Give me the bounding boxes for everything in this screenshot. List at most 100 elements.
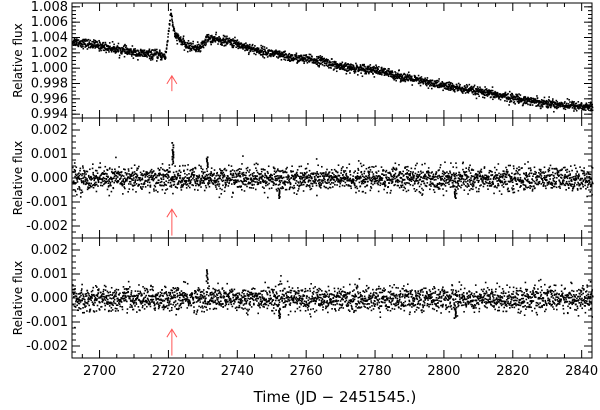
data-point	[525, 98, 527, 100]
data-point	[295, 57, 297, 60]
data-point	[95, 44, 97, 46]
data-point	[336, 177, 339, 180]
data-point	[298, 185, 300, 188]
data-point	[90, 176, 93, 179]
data-point	[318, 179, 320, 182]
data-point	[329, 183, 332, 186]
data-point	[106, 49, 109, 51]
data-point	[82, 177, 84, 180]
data-point	[429, 81, 432, 83]
data-point	[198, 174, 201, 177]
data-point	[76, 43, 78, 46]
data-point	[148, 49, 150, 52]
data-point	[473, 85, 475, 88]
data-point	[440, 82, 443, 85]
data-point	[299, 184, 301, 187]
data-point	[155, 176, 158, 179]
data-point	[407, 71, 410, 74]
data-point	[326, 173, 329, 176]
data-point	[503, 170, 505, 173]
data-point	[559, 104, 562, 106]
data-point	[283, 58, 285, 61]
data-point	[148, 191, 151, 194]
data-point	[232, 192, 234, 194]
data-point	[101, 184, 104, 187]
data-point	[502, 173, 504, 175]
data-point	[167, 39, 169, 42]
data-point	[121, 182, 123, 185]
data-point	[214, 37, 216, 40]
data-point	[166, 43, 168, 46]
data-point	[345, 172, 348, 175]
data-point	[357, 167, 359, 170]
data-point	[129, 180, 132, 183]
data-point	[80, 192, 82, 194]
data-point	[460, 180, 462, 183]
data-point	[154, 48, 156, 51]
data-point	[190, 168, 193, 171]
data-point	[347, 69, 350, 72]
data-point	[260, 53, 263, 56]
data-point	[193, 188, 196, 191]
data-point	[485, 181, 488, 184]
data-point	[178, 180, 180, 182]
data-point	[274, 167, 276, 170]
data-point	[334, 65, 336, 68]
data-point	[485, 174, 488, 177]
data-point	[445, 175, 447, 177]
data-point	[159, 172, 161, 175]
data-point	[89, 178, 91, 180]
data-point	[398, 163, 400, 166]
data-point	[484, 94, 486, 97]
data-point	[140, 187, 142, 189]
data-point	[380, 72, 382, 74]
data-point	[327, 187, 329, 190]
data-point	[185, 43, 188, 46]
data-point	[263, 187, 265, 189]
data-point	[245, 42, 247, 44]
data-point	[391, 168, 393, 171]
data-point	[97, 43, 99, 45]
data-point	[193, 174, 196, 176]
data-point	[201, 170, 203, 173]
data-point	[432, 177, 434, 180]
data-point	[434, 175, 437, 178]
data-point	[376, 182, 379, 184]
data-point	[406, 73, 409, 76]
data-point	[317, 175, 320, 178]
data-point	[314, 176, 316, 178]
data-point	[167, 181, 169, 184]
data-point	[360, 170, 363, 173]
data-point	[322, 179, 325, 182]
data-point	[325, 186, 328, 189]
data-point	[173, 30, 176, 32]
data-point	[480, 171, 483, 173]
data-point	[495, 95, 497, 97]
data-point	[202, 44, 204, 47]
data-point	[307, 181, 310, 183]
data-point	[538, 102, 541, 104]
data-point	[503, 95, 506, 98]
data-point	[503, 94, 506, 97]
data-point	[512, 185, 514, 187]
data-point	[365, 178, 367, 181]
data-point	[159, 58, 162, 61]
data-point	[452, 166, 455, 168]
data-point	[161, 56, 163, 59]
data-point	[96, 44, 98, 47]
data-point	[205, 168, 208, 170]
data-point	[223, 175, 226, 177]
data-point	[241, 44, 243, 47]
data-point	[107, 49, 110, 51]
data-point	[251, 44, 253, 47]
data-point	[86, 178, 88, 180]
data-point	[247, 44, 249, 47]
data-point	[510, 177, 513, 180]
data-point	[491, 89, 494, 92]
data-point	[231, 196, 233, 198]
data-point	[251, 48, 254, 51]
data-point	[276, 190, 278, 192]
data-point	[349, 170, 351, 172]
data-point	[394, 71, 396, 73]
data-point	[178, 165, 181, 167]
